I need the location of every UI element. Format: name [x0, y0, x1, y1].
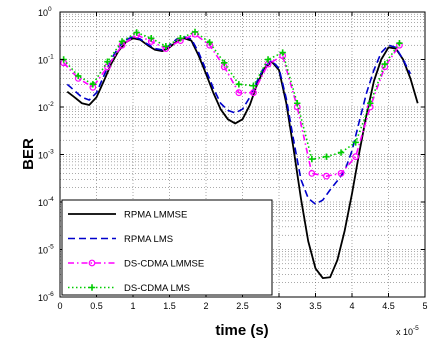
y-tick-exponent: -5 — [48, 244, 54, 251]
y-tick-exponent: -6 — [48, 291, 54, 298]
legend-label: DS-CDMA LMS — [124, 283, 190, 294]
y-tick-base: 10 — [38, 8, 48, 18]
data-point-circle — [323, 172, 330, 180]
y-tick-base: 10 — [38, 56, 48, 66]
series-line — [66, 36, 412, 205]
data-point-plus — [191, 28, 199, 36]
y-tick-label: 10-1 — [38, 54, 54, 66]
data-point-plus — [381, 60, 389, 68]
y-tick-label: 10-3 — [38, 149, 54, 161]
legend: RPMA LMMSE RPMA LMS DS-CDMA LMMSE DS-CDMA L… — [61, 199, 273, 296]
data-point-plus — [89, 81, 97, 88]
series-3 — [60, 28, 403, 163]
y-tick-base: 10 — [38, 103, 48, 113]
data-point-plus — [148, 35, 155, 42]
series-line — [66, 37, 419, 279]
x-multiplier-base: x 10 — [396, 327, 413, 337]
y-tick-base: 10 — [38, 198, 48, 208]
data-point-circle — [250, 89, 257, 97]
data-point-plus — [133, 29, 140, 36]
y-tick-label: 100 — [38, 6, 52, 18]
x-tick-label: 4.5 — [382, 301, 395, 311]
data-point-circle — [308, 170, 316, 177]
x-tick-label: 0 — [57, 301, 62, 311]
series-line — [63, 33, 401, 177]
legend-item: RPMA LMMSE — [68, 210, 187, 221]
x-tick-label: 5 — [422, 301, 427, 311]
y-tick-base: 10 — [38, 293, 48, 303]
data-point-plus — [235, 81, 243, 88]
y-tick-base: 10 — [38, 151, 48, 161]
data-point-plus — [162, 43, 170, 50]
data-point-circle — [352, 153, 360, 161]
data-point-plus — [294, 100, 301, 107]
data-point-plus — [264, 56, 272, 63]
data-point-plus — [250, 82, 257, 89]
data-point-circle — [88, 259, 96, 267]
x-tick-label: 3.5 — [309, 301, 322, 311]
y-tick-exponent: -4 — [48, 196, 54, 203]
series-line — [63, 31, 401, 160]
x-axis-multiplier: x 10-5 — [396, 325, 419, 337]
data-point-plus — [177, 35, 184, 42]
y-tick-label: 10-6 — [38, 291, 54, 303]
x-tick-label: 1 — [130, 301, 135, 311]
x-tick-label: 2 — [203, 301, 208, 311]
x-tick-label: 4 — [349, 301, 354, 311]
data-point-plus — [367, 100, 374, 107]
x-tick-label: 1.5 — [163, 301, 176, 311]
legend-items: RPMA LMMSE RPMA LMS DS-CDMA LMMSE DS-CDMA L… — [68, 210, 204, 294]
x-multiplier-exponent: -5 — [413, 325, 419, 332]
data-point-circle — [337, 170, 345, 177]
series-layer — [60, 28, 419, 279]
x-tick-labels: 0 0.5 1 1.5 2 2.5 3 3.5 4 4.5 5 — [57, 301, 427, 311]
y-tick-label: 10-2 — [38, 101, 54, 113]
data-point-plus — [337, 149, 345, 156]
data-point-plus — [75, 72, 82, 80]
y-tick-exponent: -2 — [48, 101, 54, 108]
y-tick-label: 10-4 — [38, 196, 54, 208]
series-1 — [66, 36, 412, 205]
data-point-plus — [88, 284, 96, 291]
data-point-plus — [308, 155, 316, 163]
y-axis-label: BER — [20, 138, 37, 170]
legend-item: DS-CDMA LMS — [68, 283, 190, 294]
x-tick-label: 3 — [276, 301, 281, 311]
x-axis-label: time (s) — [215, 322, 268, 339]
data-point-plus — [323, 153, 330, 160]
x-tick-label: 2.5 — [236, 301, 249, 311]
data-point-plus — [396, 40, 403, 47]
legend-label: RPMA LMS — [124, 234, 173, 245]
data-point-plus — [352, 139, 359, 146]
y-tick-exponent: -1 — [48, 54, 54, 61]
legend-item: DS-CDMA LMMSE — [68, 259, 204, 270]
y-tick-base: 10 — [38, 246, 48, 256]
data-point-circle — [235, 89, 243, 97]
legend-label: RPMA LMMSE — [124, 210, 187, 221]
y-tick-exponent: 0 — [48, 6, 52, 13]
x-tick-label: 0.5 — [90, 301, 103, 311]
data-point-plus — [104, 58, 111, 65]
data-point-plus — [206, 39, 213, 46]
data-point-plus — [279, 49, 286, 56]
legend-label: DS-CDMA LMMSE — [124, 259, 204, 270]
legend-item: RPMA LMS — [68, 234, 173, 245]
series-0 — [66, 37, 419, 279]
y-tick-exponent: -3 — [48, 149, 54, 156]
data-point-plus — [118, 38, 126, 45]
y-tick-label: 10-5 — [38, 244, 54, 256]
legend-box — [61, 199, 273, 296]
data-point-plus — [221, 59, 228, 67]
